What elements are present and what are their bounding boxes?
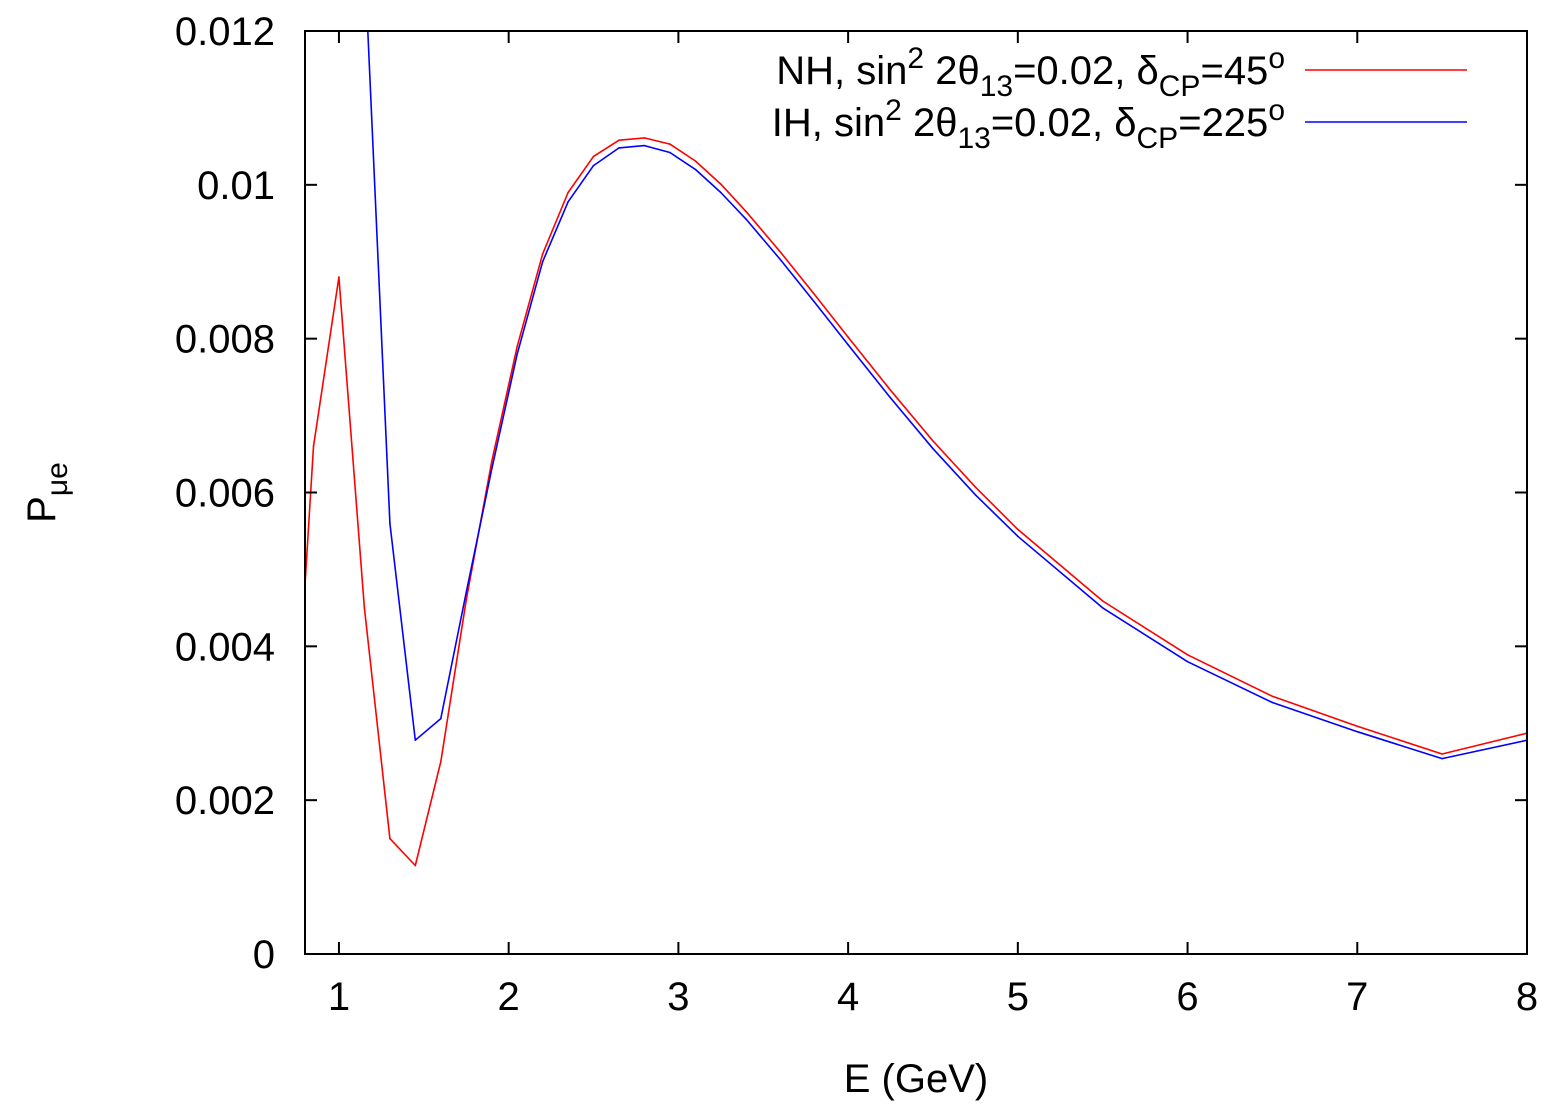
- data-point: [1101, 600, 1104, 602]
- y-tick-label: 0.004: [175, 625, 275, 669]
- y-tick-label: 0.006: [175, 472, 275, 516]
- data-point: [1441, 753, 1443, 755]
- data-point: [847, 344, 849, 346]
- data-point: [1017, 528, 1019, 531]
- data-point: [1271, 701, 1274, 704]
- data-point: [813, 300, 815, 303]
- data-point: [1356, 725, 1359, 728]
- legend-entry-ih: IH, sin2 2θ13=0.02, δCP=225o: [772, 94, 1467, 155]
- data-point: [694, 160, 697, 162]
- x-tick-label: 2: [498, 975, 520, 1019]
- data-point: [643, 144, 646, 147]
- data-point: [414, 739, 417, 741]
- y-tick-label: 0.008: [175, 318, 275, 362]
- data-point: [439, 717, 442, 720]
- legend: NH, sin2 2θ13=0.02, δCP=45o IH, sin2 2θ1…: [772, 42, 1467, 155]
- data-point: [847, 336, 849, 338]
- x-tick-label: 5: [1007, 975, 1029, 1019]
- data-point: [1186, 660, 1189, 663]
- x-tick-label: 7: [1346, 975, 1368, 1019]
- data-point: [1441, 757, 1443, 760]
- y-tick-label: 0.012: [175, 10, 275, 54]
- data-point: [490, 468, 493, 471]
- data-point: [465, 591, 468, 594]
- data-point: [779, 250, 782, 253]
- x-tick-label: 3: [667, 975, 689, 1019]
- data-point: [889, 389, 892, 392]
- x-tick-label: 8: [1516, 975, 1538, 1019]
- data-point: [618, 147, 620, 149]
- tick-marks: [305, 30, 1528, 955]
- data-point: [1356, 730, 1359, 733]
- data-point: [338, 276, 340, 278]
- data-point: [745, 210, 748, 213]
- data-point: [1271, 695, 1274, 698]
- x-axis-title: E (GeV): [844, 1057, 988, 1101]
- x-tick-label: 1: [328, 975, 350, 1019]
- legend-label-ih: IH, sin2 2θ13=0.02, δCP=225o: [772, 94, 1285, 155]
- data-point: [745, 218, 748, 221]
- data-point: [389, 837, 391, 840]
- data-point: [592, 155, 595, 158]
- data-point: [974, 486, 977, 488]
- series-line-nh: [304, 137, 1528, 867]
- data-point: [669, 151, 671, 154]
- y-axis-title: Pμe: [20, 462, 74, 523]
- data-point: [669, 143, 671, 145]
- x-tick-label: 4: [837, 975, 859, 1019]
- y-tick-label: 0.002: [175, 779, 275, 823]
- data-point: [889, 397, 892, 399]
- tick-labels: 1 2 3 4 5 6 7 8 0 0.002 0.004 0.006 0.008 0.01 0.012: [175, 10, 1538, 1019]
- data-point: [720, 191, 722, 194]
- data-point: [541, 260, 544, 263]
- data-point: [439, 760, 442, 763]
- legend-label-nh: NH, sin2 2θ13=0.02, δCP=45o: [776, 42, 1285, 103]
- data-point: [932, 440, 934, 442]
- data-point: [720, 183, 722, 185]
- data-point: [490, 460, 493, 463]
- data-point: [694, 168, 697, 171]
- y-tick-label: 0.01: [197, 164, 275, 208]
- data-point: [1017, 535, 1019, 538]
- data-point: [363, 607, 366, 609]
- legend-entry-nh: NH, sin2 2θ13=0.02, δCP=45o: [776, 42, 1467, 103]
- series-layer: [304, 30, 1528, 867]
- data-point: [567, 200, 569, 203]
- data-point: [389, 522, 391, 525]
- svg-text:Pμe: Pμe: [20, 462, 74, 523]
- data-point: [541, 253, 544, 255]
- data-point: [516, 353, 518, 355]
- data-point: [974, 494, 977, 496]
- data-point: [813, 293, 815, 295]
- data-point: [1186, 653, 1189, 656]
- x-tick-label: 6: [1176, 975, 1198, 1019]
- data-point: [592, 164, 595, 167]
- data-point: [1101, 607, 1104, 609]
- y-axis-title-sub: μe: [41, 462, 74, 496]
- data-point: [643, 137, 646, 139]
- y-tick-label: 0: [253, 933, 275, 977]
- data-point: [414, 864, 417, 867]
- data-point: [312, 445, 315, 448]
- plot-frame: [304, 30, 1528, 955]
- y-axis-title-main: P: [20, 496, 64, 523]
- data-point: [465, 599, 468, 601]
- data-point: [779, 258, 782, 261]
- data-point: [932, 447, 934, 450]
- data-point: [516, 345, 518, 348]
- data-point: [567, 191, 569, 194]
- data-point: [618, 139, 620, 142]
